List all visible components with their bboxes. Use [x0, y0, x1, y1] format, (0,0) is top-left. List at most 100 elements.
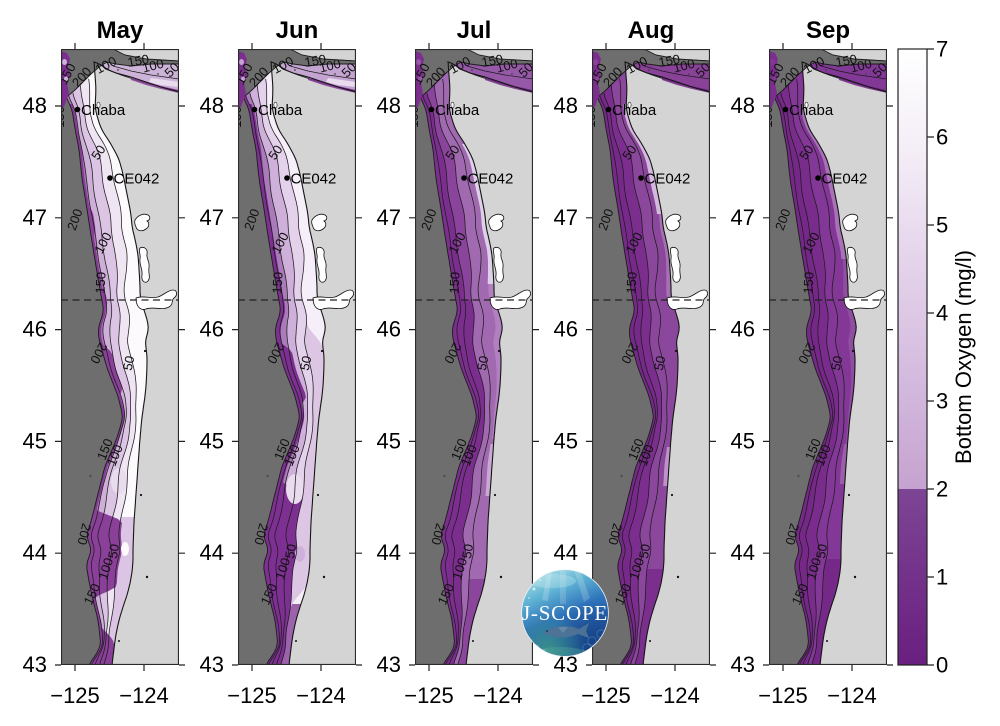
svg-text:48: 48: [731, 93, 755, 118]
svg-text:150: 150: [126, 51, 150, 70]
svg-text:100: 100: [626, 556, 647, 581]
svg-text:47: 47: [731, 205, 755, 230]
svg-text:Jul: Jul: [457, 17, 492, 44]
svg-text:50: 50: [828, 354, 846, 371]
svg-text:150: 150: [623, 272, 639, 294]
svg-text:100: 100: [849, 56, 874, 76]
svg-text:50: 50: [282, 543, 299, 560]
svg-text:47: 47: [554, 205, 578, 230]
svg-text:47: 47: [200, 205, 224, 230]
svg-text:45: 45: [377, 428, 401, 453]
svg-text:200: 200: [772, 207, 794, 233]
svg-text:Jun: Jun: [276, 17, 319, 44]
svg-text:44: 44: [377, 540, 401, 565]
svg-text:44: 44: [23, 540, 47, 565]
svg-text:45: 45: [554, 428, 578, 453]
svg-text:50: 50: [651, 354, 669, 371]
svg-text:7: 7: [936, 37, 948, 62]
svg-text:200: 200: [605, 522, 625, 547]
svg-text:CE042: CE042: [114, 171, 160, 188]
svg-text:44: 44: [200, 540, 224, 565]
svg-text:150: 150: [406, 106, 421, 128]
svg-text:200: 200: [241, 207, 263, 233]
svg-text:100: 100: [318, 56, 343, 76]
svg-text:48: 48: [200, 93, 224, 118]
svg-text:50: 50: [442, 142, 463, 162]
svg-text:44: 44: [731, 540, 755, 565]
svg-text:150: 150: [800, 272, 816, 294]
svg-text:2: 2: [936, 477, 948, 502]
svg-text:100: 100: [95, 556, 116, 581]
svg-text:50: 50: [869, 59, 890, 80]
svg-text:46: 46: [377, 317, 401, 342]
svg-text:50: 50: [120, 354, 138, 371]
svg-text:Sep: Sep: [806, 17, 850, 44]
svg-text:Chaba: Chaba: [258, 102, 303, 119]
svg-text:200: 200: [428, 522, 448, 547]
svg-text:50: 50: [813, 543, 830, 560]
svg-text:200: 200: [74, 522, 94, 547]
svg-text:50: 50: [105, 543, 122, 560]
svg-text:50: 50: [265, 142, 286, 162]
svg-text:43: 43: [731, 652, 755, 677]
svg-text:50: 50: [297, 354, 315, 371]
svg-text:50: 50: [692, 59, 713, 80]
svg-text:46: 46: [23, 317, 47, 342]
svg-text:CE042: CE042: [645, 171, 691, 188]
svg-text:100: 100: [272, 556, 293, 581]
svg-text:46: 46: [731, 317, 755, 342]
svg-text:43: 43: [23, 652, 47, 677]
svg-text:−125: −125: [404, 683, 454, 708]
svg-text:47: 47: [377, 205, 401, 230]
svg-text:48: 48: [554, 93, 578, 118]
svg-text:150: 150: [52, 106, 67, 128]
svg-text:46: 46: [554, 317, 578, 342]
svg-text:48: 48: [377, 93, 401, 118]
svg-text:200: 200: [251, 522, 271, 547]
svg-text:150: 150: [446, 272, 462, 294]
svg-text:50: 50: [161, 59, 182, 80]
svg-text:50: 50: [88, 142, 109, 162]
svg-text:Chaba: Chaba: [81, 102, 126, 119]
svg-text:150: 150: [303, 51, 327, 70]
svg-text:50: 50: [515, 59, 536, 80]
svg-text:Chaba: Chaba: [789, 102, 834, 119]
svg-text:1: 1: [936, 565, 948, 590]
svg-text:150: 150: [657, 51, 681, 70]
svg-text:100: 100: [495, 56, 520, 76]
svg-text:50: 50: [619, 142, 640, 162]
svg-text:50: 50: [474, 354, 492, 371]
svg-text:−124: −124: [119, 683, 169, 708]
svg-text:50: 50: [796, 142, 817, 162]
svg-text:150: 150: [229, 106, 244, 128]
svg-text:43: 43: [200, 652, 224, 677]
svg-text:4: 4: [936, 301, 948, 326]
svg-text:−124: −124: [827, 683, 877, 708]
svg-text:45: 45: [731, 428, 755, 453]
svg-text:CE042: CE042: [291, 171, 337, 188]
svg-text:47: 47: [23, 205, 47, 230]
svg-text:J-SCOPE: J-SCOPE: [522, 601, 608, 625]
svg-text:0: 0: [936, 653, 948, 678]
svg-text:48: 48: [23, 93, 47, 118]
svg-text:−124: −124: [473, 683, 523, 708]
svg-text:150: 150: [480, 51, 504, 70]
svg-text:−124: −124: [296, 683, 346, 708]
svg-text:45: 45: [23, 428, 47, 453]
svg-text:6: 6: [936, 125, 948, 150]
svg-text:43: 43: [377, 652, 401, 677]
svg-text:Bottom Oxygen (mg/l): Bottom Oxygen (mg/l): [951, 250, 976, 464]
svg-text:100: 100: [449, 556, 470, 581]
svg-text:50: 50: [338, 59, 359, 80]
svg-text:200: 200: [595, 207, 617, 233]
svg-text:150: 150: [834, 51, 858, 70]
svg-text:−125: −125: [581, 683, 631, 708]
svg-text:CE042: CE042: [822, 171, 868, 188]
svg-text:44: 44: [554, 540, 578, 565]
svg-text:150: 150: [269, 272, 285, 294]
svg-text:−125: −125: [758, 683, 808, 708]
svg-text:Aug: Aug: [628, 17, 675, 44]
svg-text:150: 150: [760, 106, 775, 128]
svg-text:200: 200: [64, 207, 86, 233]
svg-text:May: May: [97, 17, 144, 44]
